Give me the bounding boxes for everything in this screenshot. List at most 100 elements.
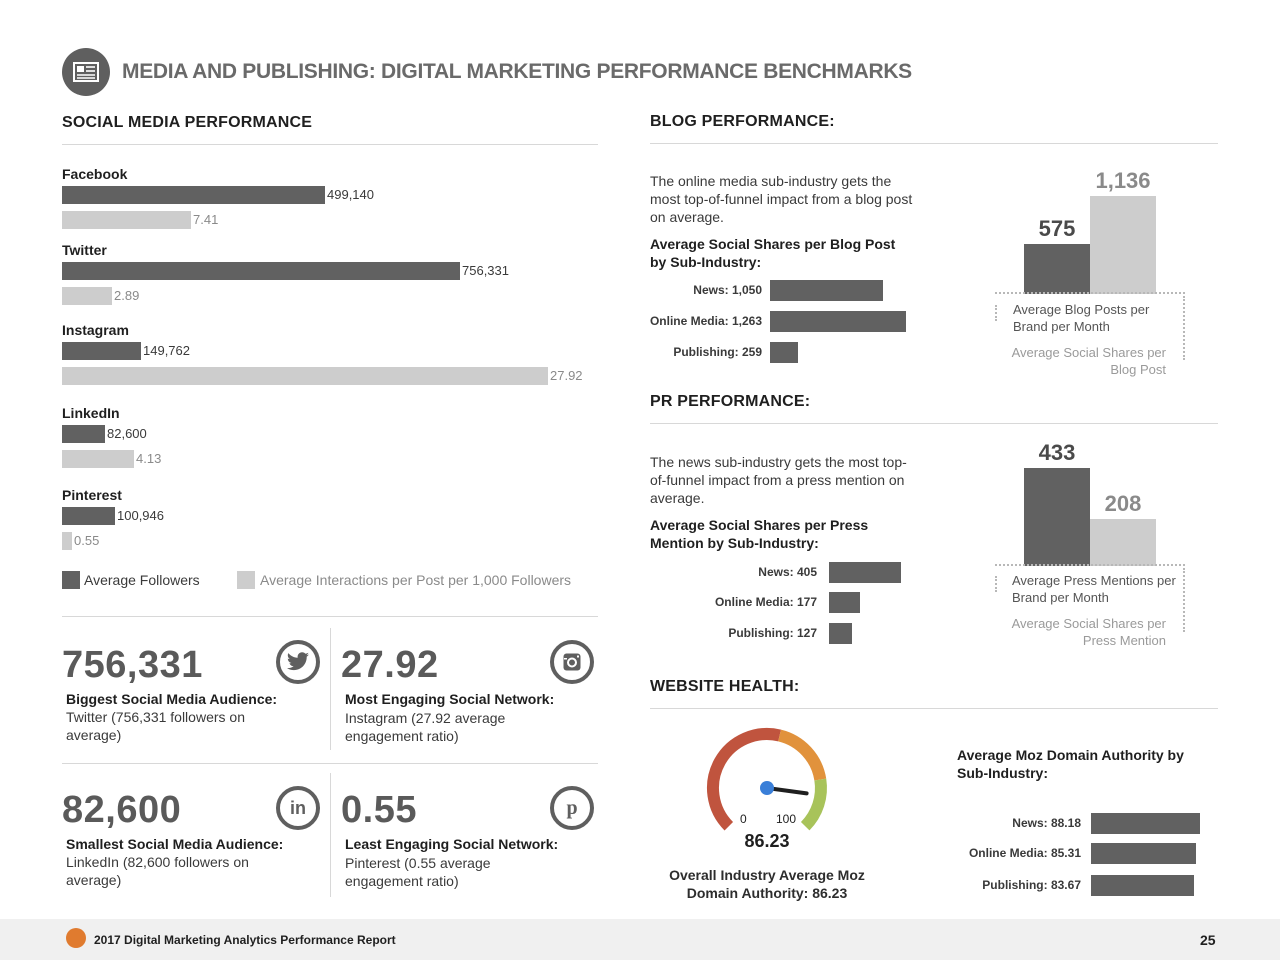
stat-desc: Instagram (27.92 average engagement rati… xyxy=(345,710,506,744)
interactions-bar xyxy=(62,450,134,468)
stat-title: Smallest Social Media Audience: xyxy=(66,836,284,852)
interactions-bar xyxy=(62,287,112,305)
followers-value: 756,331 xyxy=(462,263,509,278)
followers-bar xyxy=(62,262,460,280)
pinterest-icon: p xyxy=(550,786,594,830)
divider xyxy=(330,773,331,897)
column-bar xyxy=(1024,468,1090,566)
stat-number: 82,600 xyxy=(62,789,182,831)
stat-number: 27.92 xyxy=(341,644,439,686)
followers-value: 149,762 xyxy=(143,343,190,358)
network-label: Instagram xyxy=(62,322,129,338)
blog-col-label-light: Average Social Shares per Blog Post xyxy=(1011,345,1166,377)
stat-number: 756,331 xyxy=(62,644,203,686)
network-label: Facebook xyxy=(62,166,128,182)
column-value: 433 xyxy=(1038,440,1076,465)
bar-label: News: 1,050 xyxy=(693,283,762,297)
newspaper-icon xyxy=(62,48,110,96)
followers-value: 82,600 xyxy=(107,426,147,441)
bar xyxy=(829,592,860,613)
gauge-value: 86.23 xyxy=(744,831,790,851)
bar xyxy=(770,311,906,332)
legend-swatch-followers xyxy=(62,571,80,589)
instagram-icon xyxy=(550,640,594,684)
divider xyxy=(995,292,1185,294)
column-bar xyxy=(1090,196,1156,294)
column-value: 1,136 xyxy=(1095,168,1151,193)
gauge-arc-green xyxy=(800,778,827,831)
stat-desc: LinkedIn (82,600 followers on average) xyxy=(66,854,249,888)
interactions-value: 0.55 xyxy=(74,533,100,548)
bar-label: Publishing: 259 xyxy=(673,345,762,359)
legend-swatch-interactions xyxy=(237,571,255,589)
interactions-bar xyxy=(62,532,72,550)
bar-label: News: 405 xyxy=(758,565,817,579)
divider xyxy=(1183,568,1185,632)
network-label: Pinterest xyxy=(62,487,122,503)
page-title: MEDIA AND PUBLISHING: DIGITAL MARKETING … xyxy=(122,60,912,83)
website-section-title: WEBSITE HEALTH: xyxy=(650,678,800,695)
bar xyxy=(1091,813,1200,834)
divider xyxy=(62,616,598,617)
page-number: 25 xyxy=(1200,932,1216,948)
bar xyxy=(1091,875,1194,896)
stat-desc: Pinterest (0.55 average engagement ratio… xyxy=(345,855,491,889)
bar-label: Publishing: 83.67 xyxy=(982,878,1081,892)
followers-value: 499,140 xyxy=(327,187,374,202)
stat-title: Most Engaging Social Network: xyxy=(345,691,555,707)
blog-section-title: BLOG PERFORMANCE: xyxy=(650,113,835,130)
blog-intro: The online media sub-industry gets the m… xyxy=(650,173,913,225)
bar xyxy=(1091,843,1196,864)
interactions-value: 4.13 xyxy=(136,451,162,466)
twitter-icon xyxy=(276,640,320,684)
followers-bar xyxy=(62,425,105,443)
divider xyxy=(995,305,997,321)
bar xyxy=(770,342,798,363)
blog-chart-title: Average Social Shares per Blog Post by S… xyxy=(650,236,896,270)
pr-col-label-dark: Average Press Mentions per Brand per Mon… xyxy=(1012,573,1176,605)
footer-report-title: 2017 Digital Marketing Analytics Perform… xyxy=(94,933,396,947)
column-value: 575 xyxy=(1038,216,1076,241)
divider xyxy=(650,423,1218,424)
moz-chart-title: Average Moz Domain Authority by Sub-Indu… xyxy=(957,747,1184,781)
svg-text:p: p xyxy=(566,797,577,819)
pr-chart-title: Average Social Shares per Press Mention … xyxy=(650,517,869,551)
followers-bar xyxy=(62,186,325,204)
stat-number: 0.55 xyxy=(341,789,417,831)
svg-text:in: in xyxy=(290,798,306,818)
bar xyxy=(829,623,852,644)
gauge-arc-orange xyxy=(777,729,827,781)
legend-label-followers: Average Followers xyxy=(84,572,200,588)
bar-label: Online Media: 1,263 xyxy=(649,314,762,328)
pr-section-title: PR PERFORMANCE: xyxy=(650,393,811,410)
stat-title: Least Engaging Social Network: xyxy=(345,836,559,852)
footer xyxy=(0,919,1280,960)
report-logo-icon xyxy=(66,928,86,948)
pr-intro: The news sub-industry gets the most top-… xyxy=(650,454,907,506)
divider xyxy=(1183,296,1185,360)
bar-label: Publishing: 127 xyxy=(728,626,817,640)
pr-col-label-light: Average Social Shares per Press Mention xyxy=(1011,616,1166,648)
network-label: LinkedIn xyxy=(62,405,120,421)
bar-label: Online Media: 85.31 xyxy=(968,846,1081,860)
followers-value: 100,946 xyxy=(117,508,164,523)
interactions-value: 2.89 xyxy=(114,288,140,303)
legend-label-interactions: Average Interactions per Post per 1,000 … xyxy=(260,572,572,588)
divider xyxy=(62,144,598,145)
divider xyxy=(650,143,1218,144)
divider xyxy=(62,763,598,764)
divider xyxy=(330,628,331,750)
followers-bar xyxy=(62,507,115,525)
interactions-value: 27.92 xyxy=(550,368,583,383)
social-section-title: SOCIAL MEDIA PERFORMANCE xyxy=(62,114,313,131)
stat-desc: Twitter (756,331 followers on average) xyxy=(66,709,245,743)
blog-col-label-dark: Average Blog Posts per Brand per Month xyxy=(1013,302,1150,334)
stat-title: Biggest Social Media Audience: xyxy=(66,691,278,707)
gauge-hub xyxy=(760,781,774,795)
gauge-caption: Overall Industry Average Moz Domain Auth… xyxy=(669,867,865,901)
followers-bar xyxy=(62,342,141,360)
column-value: 208 xyxy=(1104,491,1142,516)
interactions-bar xyxy=(62,367,548,385)
divider xyxy=(650,708,1218,709)
column-bar xyxy=(1090,519,1156,566)
